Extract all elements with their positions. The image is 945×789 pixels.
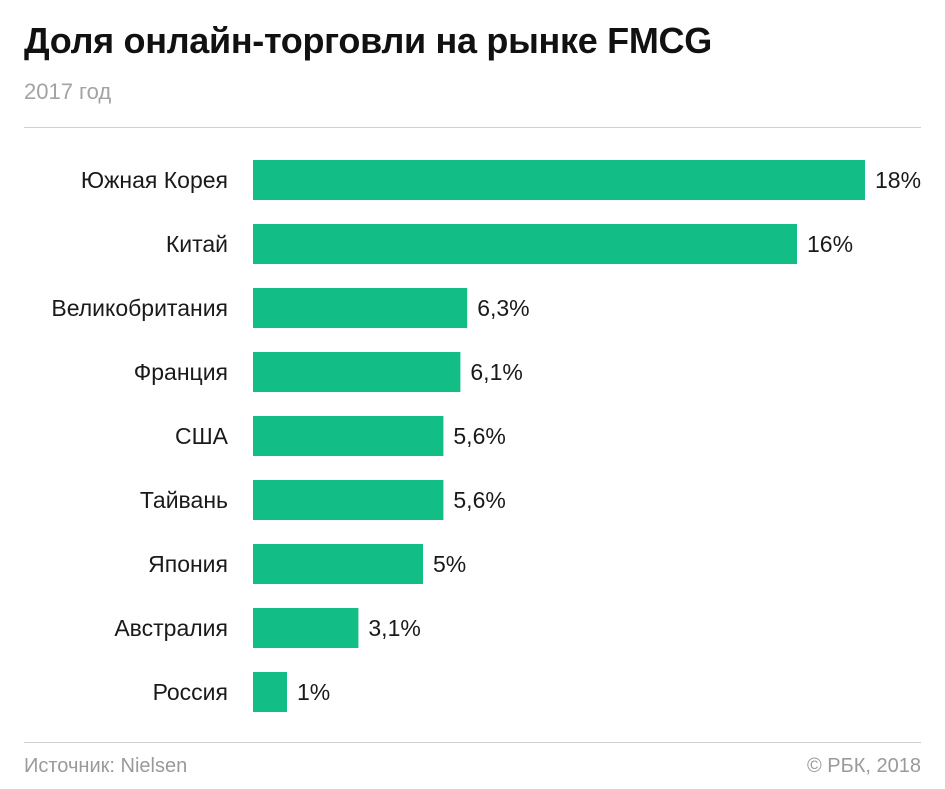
category-label: Тайвань (140, 487, 228, 513)
value-label: 5,6% (453, 423, 505, 449)
value-label: 3,1% (368, 615, 420, 641)
bar (253, 416, 444, 456)
bar (253, 160, 865, 200)
chart-title: Доля онлайн-торговли на рынке FMCG (24, 20, 712, 61)
bar (253, 672, 287, 712)
category-label: Франция (134, 359, 228, 385)
value-label: 1% (297, 679, 330, 705)
value-label: 6,3% (477, 295, 529, 321)
bar (253, 480, 444, 520)
value-label: 5% (433, 551, 466, 577)
category-label: Великобритания (51, 295, 228, 321)
category-label: Южная Корея (81, 167, 228, 193)
bar (253, 608, 359, 648)
chart-subtitle: 2017 год (24, 79, 112, 104)
category-label: Япония (148, 551, 228, 577)
source-note: Источник: Nielsen (24, 755, 188, 777)
bottom-divider (24, 742, 921, 743)
value-label: 5,6% (453, 487, 505, 513)
bar (253, 544, 423, 584)
bar (253, 352, 461, 392)
category-label: Австралия (114, 615, 228, 641)
category-label: Китай (166, 231, 228, 257)
value-label: 16% (807, 231, 853, 257)
top-divider (24, 127, 921, 128)
bar (253, 288, 468, 328)
value-label: 18% (875, 167, 921, 193)
value-label: 6,1% (470, 359, 522, 385)
category-label: Россия (153, 679, 228, 705)
bar (253, 224, 797, 264)
category-label: США (175, 423, 229, 449)
copyright-note: © РБК, 2018 (806, 755, 921, 777)
